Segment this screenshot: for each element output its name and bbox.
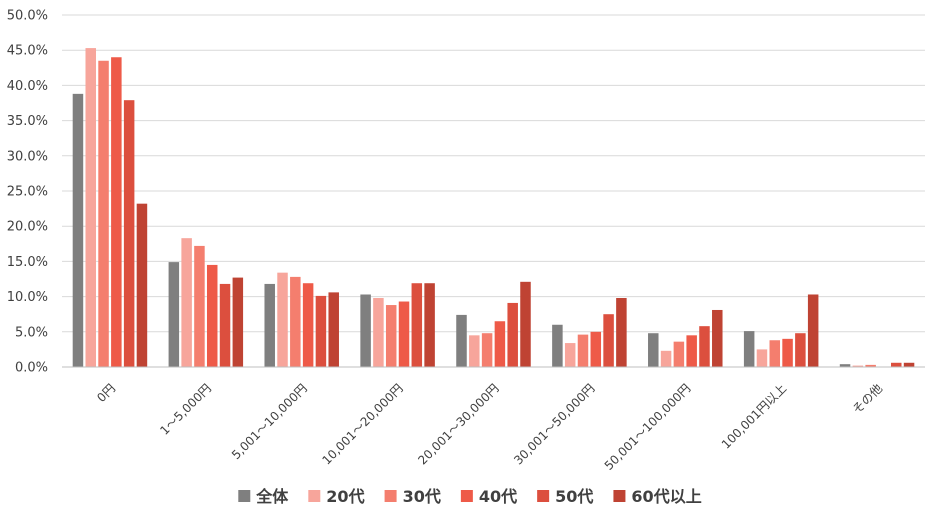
legend: 全体 20代 30代 40代 50代 60代以上 [238,487,702,506]
legend-item: 全体 [238,487,289,506]
bar [743,331,755,367]
legend-swatch [384,490,397,502]
bar [865,364,876,367]
bar [456,314,467,367]
bar [72,93,84,368]
bar [577,334,589,367]
bar [219,283,231,367]
x-tick-label: 10,001～20,000円 [319,381,405,467]
bar [232,277,244,367]
bar [168,262,180,367]
legend-label: 50代 [555,487,593,506]
bar [648,333,659,367]
bar [385,305,397,367]
legend-label: 30代 [403,487,441,506]
legend-label: 40代 [479,487,517,506]
gridlines [62,14,925,333]
bar [552,324,563,367]
y-tick-label: 35.0% [7,114,48,129]
bar [782,338,793,367]
bar [603,314,614,367]
x-tick-label: 30,001～50,000円 [511,381,597,467]
bar [181,238,192,367]
x-tick-label: 100,001円以上 [719,381,789,451]
legend-label: 20代 [326,487,364,506]
bar [520,281,531,367]
bar [360,294,371,367]
bar [373,298,384,367]
x-tick-label: その他 [850,381,885,416]
x-tick-label: 0円 [94,381,118,405]
bar [616,298,627,367]
bar [807,294,819,367]
bar [494,321,506,367]
x-tick-label: 20,001～30,000円 [415,381,501,467]
legend-swatch [537,490,550,502]
bar [123,100,135,368]
y-tick-label: 25.0% [7,185,48,200]
legend-swatch [613,490,626,502]
bar [852,365,864,367]
bars [72,48,915,368]
bar [111,57,122,368]
bar [136,203,148,367]
bar [194,245,205,367]
bar [277,272,288,367]
legend-label: 全体 [255,487,289,506]
y-tick-label: 0.0% [15,361,48,376]
bar [699,326,710,367]
x-tick-label: 5,001～10,000円 [229,381,310,462]
bar [686,335,697,367]
bar [398,301,410,367]
legend-item: 60代以上 [613,487,702,506]
bar [206,264,218,367]
legend-item: 30代 [384,487,441,506]
bar [328,292,339,367]
bar [290,276,301,367]
bar [481,333,493,367]
legend-swatch [238,490,251,502]
legend-swatch [308,490,321,502]
legend-item: 20代 [308,487,365,506]
bar [795,333,806,367]
bar [302,283,314,367]
x-tick-label: 50,001～100,000円 [602,381,694,473]
y-tick-label: 30.0% [7,149,48,164]
bar [756,349,768,367]
bar [673,341,685,367]
bar [903,362,915,367]
y-tick-label: 45.0% [7,44,48,59]
x-tick-label: 1～5,000円 [157,381,214,438]
bar [590,331,602,367]
bar [315,295,327,367]
y-tick-label: 5.0% [15,325,48,340]
legend-item: 40代 [460,487,517,506]
y-tick-label: 20.0% [7,220,48,235]
y-axis-ticks: 0.0% 5.0% 10.0% 15.0% 20.0% 25.0% 30.0% 35.0% 40… [7,9,48,376]
y-tick-label: 10.0% [7,290,48,305]
y-tick-label: 15.0% [7,255,48,270]
bar [98,60,109,367]
legend-label: 60代以上 [631,487,701,506]
bar [769,340,781,367]
bar [891,362,902,367]
legend-item: 50代 [537,487,593,506]
bar [424,283,435,367]
bar [712,309,723,367]
legend-swatch [460,490,473,502]
bar [507,302,518,367]
bar [85,48,96,367]
bar [264,283,275,367]
x-axis-labels: 0円 1～5,000円 5,001～10,000円 10,001～20,000円 20,… [94,381,885,473]
bar [839,364,851,367]
bar [564,343,576,367]
y-tick-label: 40.0% [7,79,48,94]
bar [469,335,480,367]
bar [411,283,423,367]
bar [660,350,672,367]
y-tick-label: 50.0% [7,9,48,24]
